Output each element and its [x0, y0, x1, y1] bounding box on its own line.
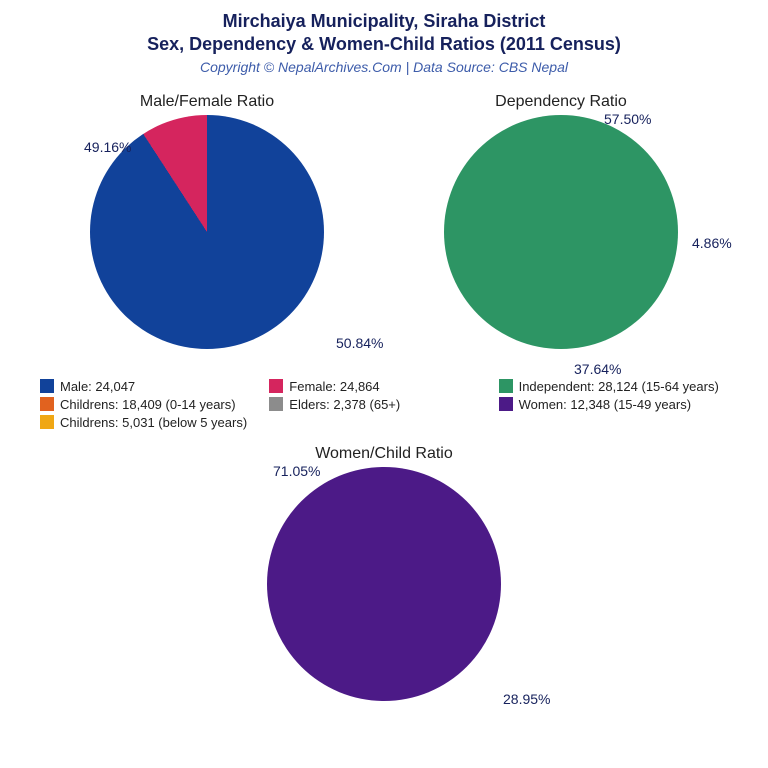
legend-item: Women: 12,348 (15-49 years) — [499, 397, 728, 412]
legend-text: Childrens: 5,031 (below 5 years) — [60, 415, 247, 430]
legend-swatch — [40, 379, 54, 393]
title-block: Mirchaiya Municipality, Siraha District … — [0, 0, 768, 75]
sex-ratio-label-female: 50.84% — [336, 335, 383, 351]
bottom-chart-row: Women/Child Ratio 71.05% 28.95% — [0, 445, 768, 725]
legend-item: Female: 24,864 — [269, 379, 498, 394]
dependency-ratio-title: Dependency Ratio — [391, 93, 731, 111]
legend-item: Male: 24,047 — [40, 379, 269, 394]
top-charts-row: Male/Female Ratio 49.16% 50.84% Dependen… — [0, 93, 768, 373]
sex-ratio-label-male: 49.16% — [84, 139, 131, 155]
sex-ratio-pie-wrap: 49.16% 50.84% — [90, 115, 324, 349]
legend-swatch — [40, 397, 54, 411]
dependency-ratio-pie-wrap: 57.50% 4.86% 37.64% — [444, 115, 678, 349]
women-child-ratio-chart: Women/Child Ratio 71.05% 28.95% — [214, 445, 554, 725]
legend-swatch — [499, 379, 513, 393]
legend-item: Childrens: 5,031 (below 5 years) — [40, 415, 269, 430]
legend: Male: 24,047 Female: 24,864 Independent:… — [0, 379, 768, 433]
legend-item: Elders: 2,378 (65+) — [269, 397, 498, 412]
legend-item: Independent: 28,124 (15-64 years) — [499, 379, 728, 394]
legend-swatch — [269, 397, 283, 411]
legend-text: Male: 24,047 — [60, 379, 135, 394]
legend-text: Women: 12,348 (15-49 years) — [519, 397, 691, 412]
dependency-ratio-pie — [444, 115, 678, 349]
women-child-label-women: 71.05% — [273, 463, 320, 479]
dependency-label-children: 37.64% — [574, 361, 621, 377]
legend-text: Independent: 28,124 (15-64 years) — [519, 379, 719, 394]
subtitle: Copyright © NepalArchives.Com | Data Sou… — [0, 59, 768, 75]
women-child-ratio-pie-wrap: 71.05% 28.95% — [267, 467, 501, 701]
sex-ratio-title: Male/Female Ratio — [37, 93, 377, 111]
dependency-ratio-chart: Dependency Ratio 57.50% 4.86% 37.64% — [391, 93, 731, 373]
legend-swatch — [499, 397, 513, 411]
legend-text: Elders: 2,378 (65+) — [289, 397, 400, 412]
legend-swatch — [40, 415, 54, 429]
women-child-label-children: 28.95% — [503, 691, 550, 707]
sex-ratio-chart: Male/Female Ratio 49.16% 50.84% — [37, 93, 377, 373]
women-child-ratio-pie — [267, 467, 501, 701]
dependency-label-independent: 57.50% — [604, 111, 651, 127]
legend-swatch — [269, 379, 283, 393]
title-line-1: Mirchaiya Municipality, Siraha District — [0, 10, 768, 33]
legend-text: Female: 24,864 — [289, 379, 379, 394]
legend-item: Childrens: 18,409 (0-14 years) — [40, 397, 269, 412]
dependency-label-elders: 4.86% — [692, 235, 732, 251]
title-line-2: Sex, Dependency & Women-Child Ratios (20… — [0, 33, 768, 56]
legend-text: Childrens: 18,409 (0-14 years) — [60, 397, 236, 412]
women-child-ratio-title: Women/Child Ratio — [214, 445, 554, 463]
